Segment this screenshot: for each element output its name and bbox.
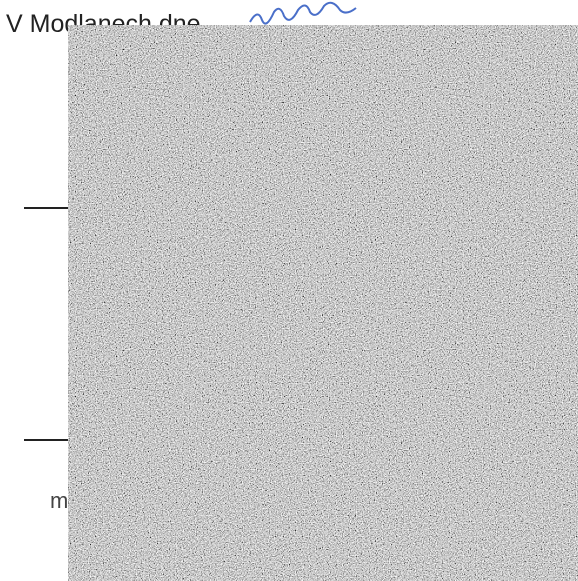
text-fragment: m bbox=[50, 488, 69, 513]
signature-scribble bbox=[249, 1, 357, 25]
noise-overlay bbox=[68, 25, 578, 581]
